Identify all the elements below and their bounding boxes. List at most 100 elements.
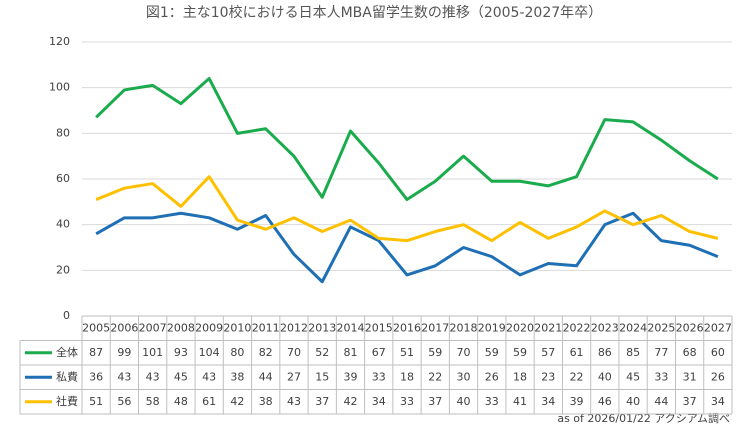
x-tick-label: 2025 <box>647 321 675 334</box>
y-tick-label: 60 <box>56 172 70 185</box>
table-value: 31 <box>683 370 697 383</box>
table-value: 45 <box>174 370 188 383</box>
table-value: 52 <box>315 346 329 359</box>
legend-label: 私費 <box>56 369 78 383</box>
table-value: 44 <box>259 370 273 383</box>
table-value: 37 <box>428 395 442 408</box>
table-value: 45 <box>626 370 640 383</box>
series-line <box>95 77 719 202</box>
table-value: 70 <box>287 346 301 359</box>
x-tick-label: 2027 <box>704 321 732 334</box>
series-line <box>95 175 719 243</box>
x-tick-label: 2020 <box>506 321 534 334</box>
table-value: 22 <box>428 370 442 383</box>
x-tick-label: 2022 <box>563 321 591 334</box>
x-tick-label: 2015 <box>365 321 393 334</box>
table-value: 85 <box>626 346 640 359</box>
x-tick-label: 2026 <box>676 321 704 334</box>
table-value: 59 <box>428 346 442 359</box>
table-value: 33 <box>400 395 414 408</box>
table-value: 101 <box>142 346 163 359</box>
x-tick-label: 2014 <box>336 321 364 334</box>
y-tick-label: 0 <box>63 309 70 322</box>
x-tick-label: 2011 <box>252 321 280 334</box>
table-value: 23 <box>541 370 555 383</box>
table-value: 58 <box>146 395 160 408</box>
x-tick-label: 2008 <box>167 321 195 334</box>
x-tick-label: 2023 <box>591 321 619 334</box>
table-value: 81 <box>343 346 357 359</box>
x-tick-label: 2009 <box>195 321 223 334</box>
table-value: 34 <box>372 395 386 408</box>
x-tick-label: 2018 <box>450 321 478 334</box>
x-tick-label: 2024 <box>619 321 647 334</box>
table-value: 93 <box>174 346 188 359</box>
x-tick-label: 2019 <box>478 321 506 334</box>
legend-label: 全体 <box>56 345 78 359</box>
table-value: 60 <box>711 346 725 359</box>
y-tick-label: 40 <box>56 218 70 231</box>
table-value: 41 <box>513 395 527 408</box>
x-tick-label: 2016 <box>393 321 421 334</box>
table-value: 43 <box>146 370 160 383</box>
table-value: 37 <box>315 395 329 408</box>
table-value: 33 <box>485 395 499 408</box>
x-tick-label: 2017 <box>421 321 449 334</box>
y-tick-label: 20 <box>56 263 70 276</box>
table-value: 34 <box>711 395 725 408</box>
x-tick-label: 2021 <box>534 321 562 334</box>
table-value: 18 <box>400 370 414 383</box>
table-value: 61 <box>202 395 216 408</box>
table-value: 87 <box>89 346 103 359</box>
table-value: 43 <box>117 370 131 383</box>
table-value: 48 <box>174 395 188 408</box>
table-value: 22 <box>570 370 584 383</box>
table-value: 61 <box>570 346 584 359</box>
table-value: 27 <box>287 370 301 383</box>
series-line <box>95 211 719 284</box>
table-value: 39 <box>570 395 584 408</box>
table-value: 43 <box>202 370 216 383</box>
chart-title: 図1：主な10校における日本人MBA留学生数の推移（2005-2027年卒） <box>146 4 602 21</box>
table-value: 57 <box>541 346 555 359</box>
table-value: 56 <box>117 395 131 408</box>
table-value: 40 <box>598 370 612 383</box>
table-value: 42 <box>343 395 357 408</box>
table-value: 59 <box>513 346 527 359</box>
table-value: 77 <box>654 346 668 359</box>
x-tick-label: 2010 <box>223 321 251 334</box>
table-value: 15 <box>315 370 329 383</box>
table-value: 59 <box>485 346 499 359</box>
table-value: 104 <box>199 346 220 359</box>
table-value: 51 <box>400 346 414 359</box>
table-value: 51 <box>89 395 103 408</box>
table-value: 67 <box>372 346 386 359</box>
table-value: 33 <box>372 370 386 383</box>
table-value: 34 <box>541 395 555 408</box>
table-value: 80 <box>230 346 244 359</box>
table-value: 44 <box>654 395 668 408</box>
table-value: 26 <box>711 370 725 383</box>
table-value: 26 <box>485 370 499 383</box>
table-value: 99 <box>117 346 131 359</box>
table-value: 38 <box>230 370 244 383</box>
table-value: 40 <box>457 395 471 408</box>
x-tick-label: 2006 <box>110 321 138 334</box>
legend-label: 社費 <box>56 394 78 408</box>
table-value: 70 <box>457 346 471 359</box>
y-tick-label: 80 <box>56 126 70 139</box>
x-tick-label: 2012 <box>280 321 308 334</box>
y-tick-label: 100 <box>49 81 70 94</box>
x-tick-label: 2005 <box>82 321 110 334</box>
table-value: 43 <box>287 395 301 408</box>
table-value: 86 <box>598 346 612 359</box>
table-value: 46 <box>598 395 612 408</box>
table-value: 30 <box>457 370 471 383</box>
table-value: 68 <box>683 346 697 359</box>
table-value: 36 <box>89 370 103 383</box>
table-value: 37 <box>683 395 697 408</box>
table-value: 18 <box>513 370 527 383</box>
table-value: 82 <box>259 346 273 359</box>
x-tick-label: 2007 <box>139 321 167 334</box>
